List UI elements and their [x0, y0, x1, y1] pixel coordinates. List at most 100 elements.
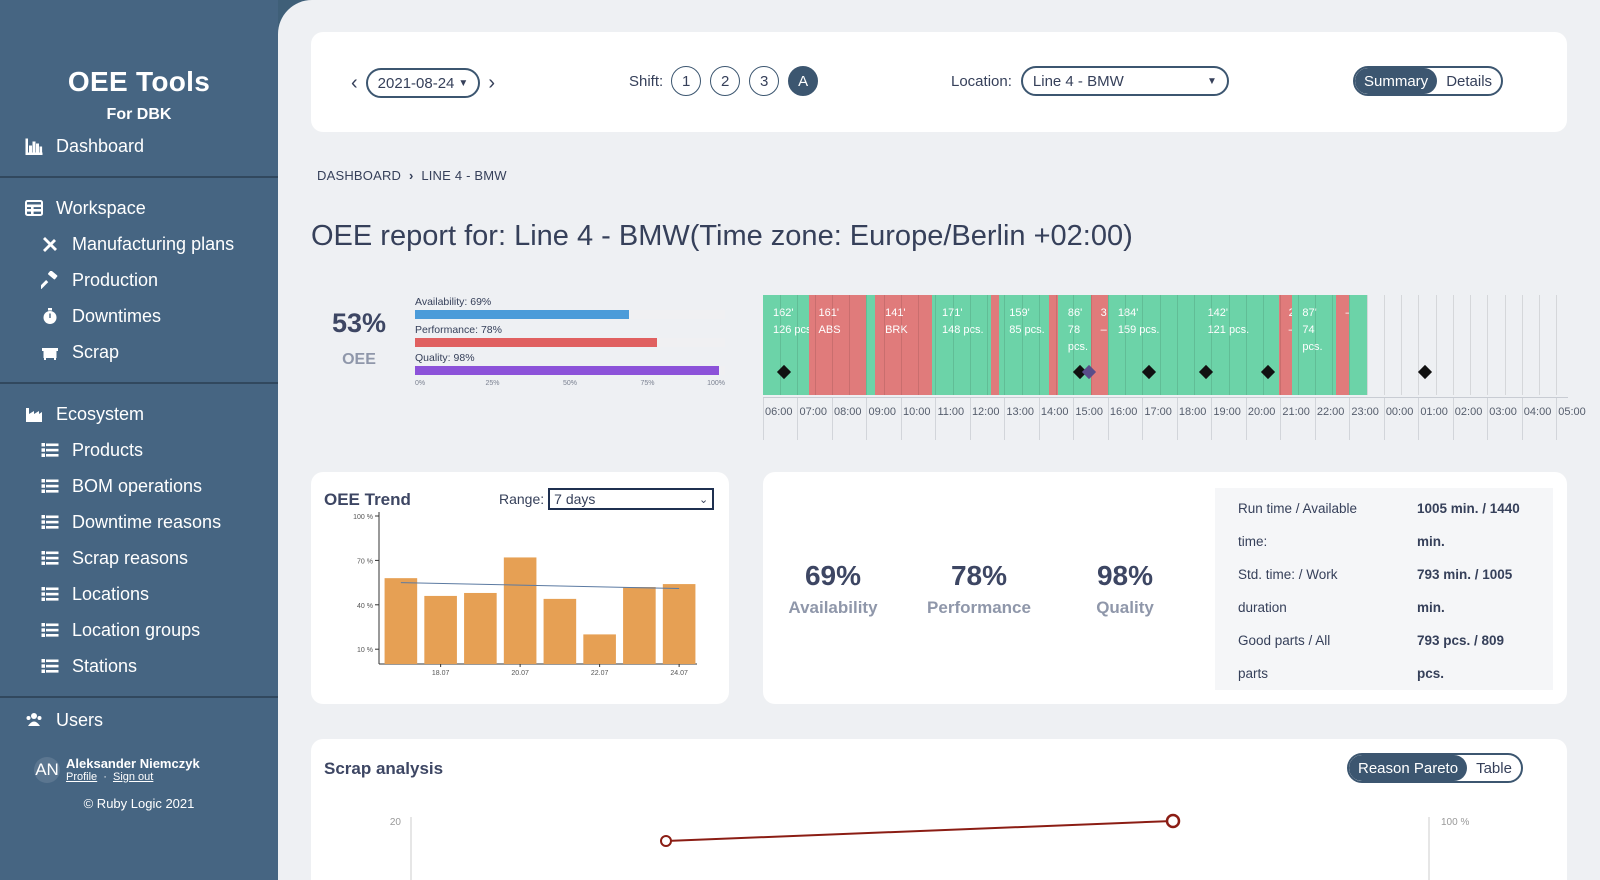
timeline-downtime-segment[interactable]: 141' BRK	[875, 295, 932, 395]
timeline-run-segment[interactable]: 142' 121 pcs.	[1197, 295, 1279, 395]
sidebar-item-locations[interactable]: Locations	[0, 576, 278, 612]
sidebar-item-scrap-reasons[interactable]: Scrap reasons	[0, 540, 278, 576]
location-select[interactable]: Line 4 - BMW ▼	[1020, 66, 1229, 96]
caret-down-icon: ▼	[458, 77, 469, 89]
x-tick-label: 18.07	[432, 670, 450, 677]
timeline-downtime-segment[interactable]	[990, 295, 1000, 395]
time-label: 18:00	[1178, 406, 1207, 418]
shift-button-2[interactable]: 2	[710, 66, 741, 96]
kpi-val: 793 pcs. / 809 pcs.	[1417, 624, 1547, 690]
user-block: AN Aleksander Niemczyk Profile · Sign ou…	[34, 756, 200, 783]
time-label: 21:00	[1282, 406, 1310, 418]
timeline-gridline	[1297, 295, 1299, 395]
sidebar-item-production[interactable]: Production	[0, 262, 278, 298]
list-icon	[40, 620, 60, 640]
breadcrumb-root[interactable]: DASHBOARD	[317, 168, 402, 183]
table-tab[interactable]: Table	[1476, 759, 1512, 777]
shift-button-3[interactable]: 3	[749, 66, 780, 96]
kpi-key: Run time / Available time:	[1238, 492, 1388, 558]
timeline-run-segment[interactable]	[866, 295, 876, 395]
timeline-gridline	[952, 295, 954, 395]
details-tab[interactable]: Details	[1446, 72, 1493, 90]
range-select[interactable]: 7 days ⌄	[548, 488, 715, 510]
timeline-downtime-segment[interactable]: 2–	[1278, 295, 1295, 395]
sidebar-section-users[interactable]: Users	[0, 708, 278, 732]
timeline-gridline	[1383, 295, 1385, 395]
trend-bar	[623, 587, 656, 664]
timeline-run-segment[interactable]: 162' 126 pcs.	[763, 295, 815, 395]
sidebar-item-label: Dashboard	[56, 135, 145, 156]
time-tick	[1487, 398, 1489, 440]
segment-label: 142' 121 pcs.	[1208, 305, 1250, 339]
page-title: OEE report for: Line 4 - BMW(Time zone: …	[311, 220, 1133, 252]
segment-label: 86' 78 pcs.	[1068, 305, 1088, 356]
kpi-key-line: Run time / Available	[1238, 501, 1358, 516]
segment-label-line: pcs.	[1067, 341, 1089, 353]
time-tick	[866, 398, 868, 440]
sidebar-item-products[interactable]: Products	[0, 432, 278, 468]
trend-bar	[662, 584, 696, 664]
timeline-gridline	[1245, 295, 1247, 395]
sidebar-item-bom-operations[interactable]: BOM operations	[0, 468, 278, 504]
sidebar-item-location-groups[interactable]: Location groups	[0, 612, 278, 648]
sidebar-section-ecosystem[interactable]: Ecosystem	[0, 396, 278, 432]
timeline-downtime-segment[interactable]: 3–	[1090, 295, 1108, 395]
timeline-gridline	[1176, 295, 1178, 395]
timeline-downtime-segment[interactable]: 161' ABS	[808, 295, 867, 395]
segment-label-line: 121 pcs.	[1207, 324, 1250, 336]
profile-link[interactable]: Profile	[66, 771, 98, 783]
segment-label-line: 159'	[1009, 307, 1030, 319]
time-label: 00:00	[1385, 406, 1414, 418]
summary-tab[interactable]: Summary	[1355, 68, 1438, 94]
timeline-gridline	[1211, 295, 1213, 395]
oee-bar-label: Performance: 78%	[415, 324, 502, 336]
sidebar-item-scrap[interactable]: Scrap	[0, 334, 278, 370]
timeline-gridline	[935, 295, 937, 395]
timeline-run-segment[interactable]	[1349, 295, 1367, 395]
oee-bar-axis-tick: 50%	[562, 380, 578, 387]
next-day-button[interactable]: ›	[488, 71, 495, 94]
time-tick	[797, 398, 799, 440]
caret-down-icon: ▼	[1206, 75, 1217, 87]
timeline-downtime-segment[interactable]: –	[1335, 295, 1352, 395]
timeline-run-segment[interactable]: 159' 85 pcs.	[999, 295, 1050, 395]
timeline-gridline	[1470, 295, 1472, 395]
time-tick	[1038, 398, 1040, 440]
shift-button-1[interactable]: 1	[671, 66, 702, 96]
time-label: 06:00	[765, 406, 793, 418]
oee-bar-axis-tick: 75%	[640, 380, 655, 387]
timeline-run-segment[interactable]: 184' 159 pcs.	[1107, 295, 1198, 395]
oee-bar-axis-tick: 0%	[415, 380, 426, 387]
timeline-run-segment[interactable]: 171' 148 pcs.	[932, 295, 991, 395]
sidebar-item-dashboard[interactable]: Dashboard	[0, 128, 278, 164]
segment-label-line: 142'	[1207, 307, 1229, 319]
date-picker[interactable]: 2021-08-24 ▼	[365, 68, 481, 98]
sign-out-link[interactable]: Sign out	[112, 771, 154, 783]
sidebar-section-workspace[interactable]: Workspace	[0, 190, 278, 226]
timeline-gridline	[1280, 295, 1282, 395]
sidebar-item-downtime-reasons[interactable]: Downtime reasons	[0, 504, 278, 540]
segment-label: 3–	[1101, 305, 1107, 339]
prev-day-button[interactable]: ‹	[351, 71, 358, 94]
timeline-run-segment[interactable]: 87' 74 pcs.	[1292, 295, 1336, 395]
time-label: 09:00	[868, 406, 896, 418]
range-value: 7 days	[554, 491, 596, 507]
range-filter: Range: 7 days ⌄	[499, 488, 715, 510]
list-icon	[40, 476, 60, 496]
sidebar-item-downtimes[interactable]: Downtimes	[0, 298, 278, 334]
sidebar-item-stations[interactable]: Stations	[0, 648, 278, 684]
segment-label: 184' 159 pcs.	[1118, 305, 1160, 339]
segment-label: 161' ABS	[819, 305, 841, 339]
oee-value: 53%	[331, 308, 387, 338]
sidebar-item-label: Location groups	[72, 619, 201, 640]
timeline-gridline	[969, 295, 971, 395]
time-tick	[1245, 398, 1247, 440]
timeline-run-segment[interactable]: 86' 78 pcs.	[1057, 295, 1091, 395]
shift-button-all[interactable]: A	[788, 66, 819, 96]
kpi-key-line: Std. time: / Work	[1238, 567, 1338, 582]
sidebar-item-manufacturing-plans[interactable]: Manufacturing plans	[0, 226, 278, 262]
timeline-gridline	[1556, 295, 1558, 395]
trend-bar	[424, 595, 457, 664]
reason-pareto-tab[interactable]: Reason Pareto	[1349, 755, 1468, 781]
event-marker[interactable]	[1418, 364, 1433, 380]
